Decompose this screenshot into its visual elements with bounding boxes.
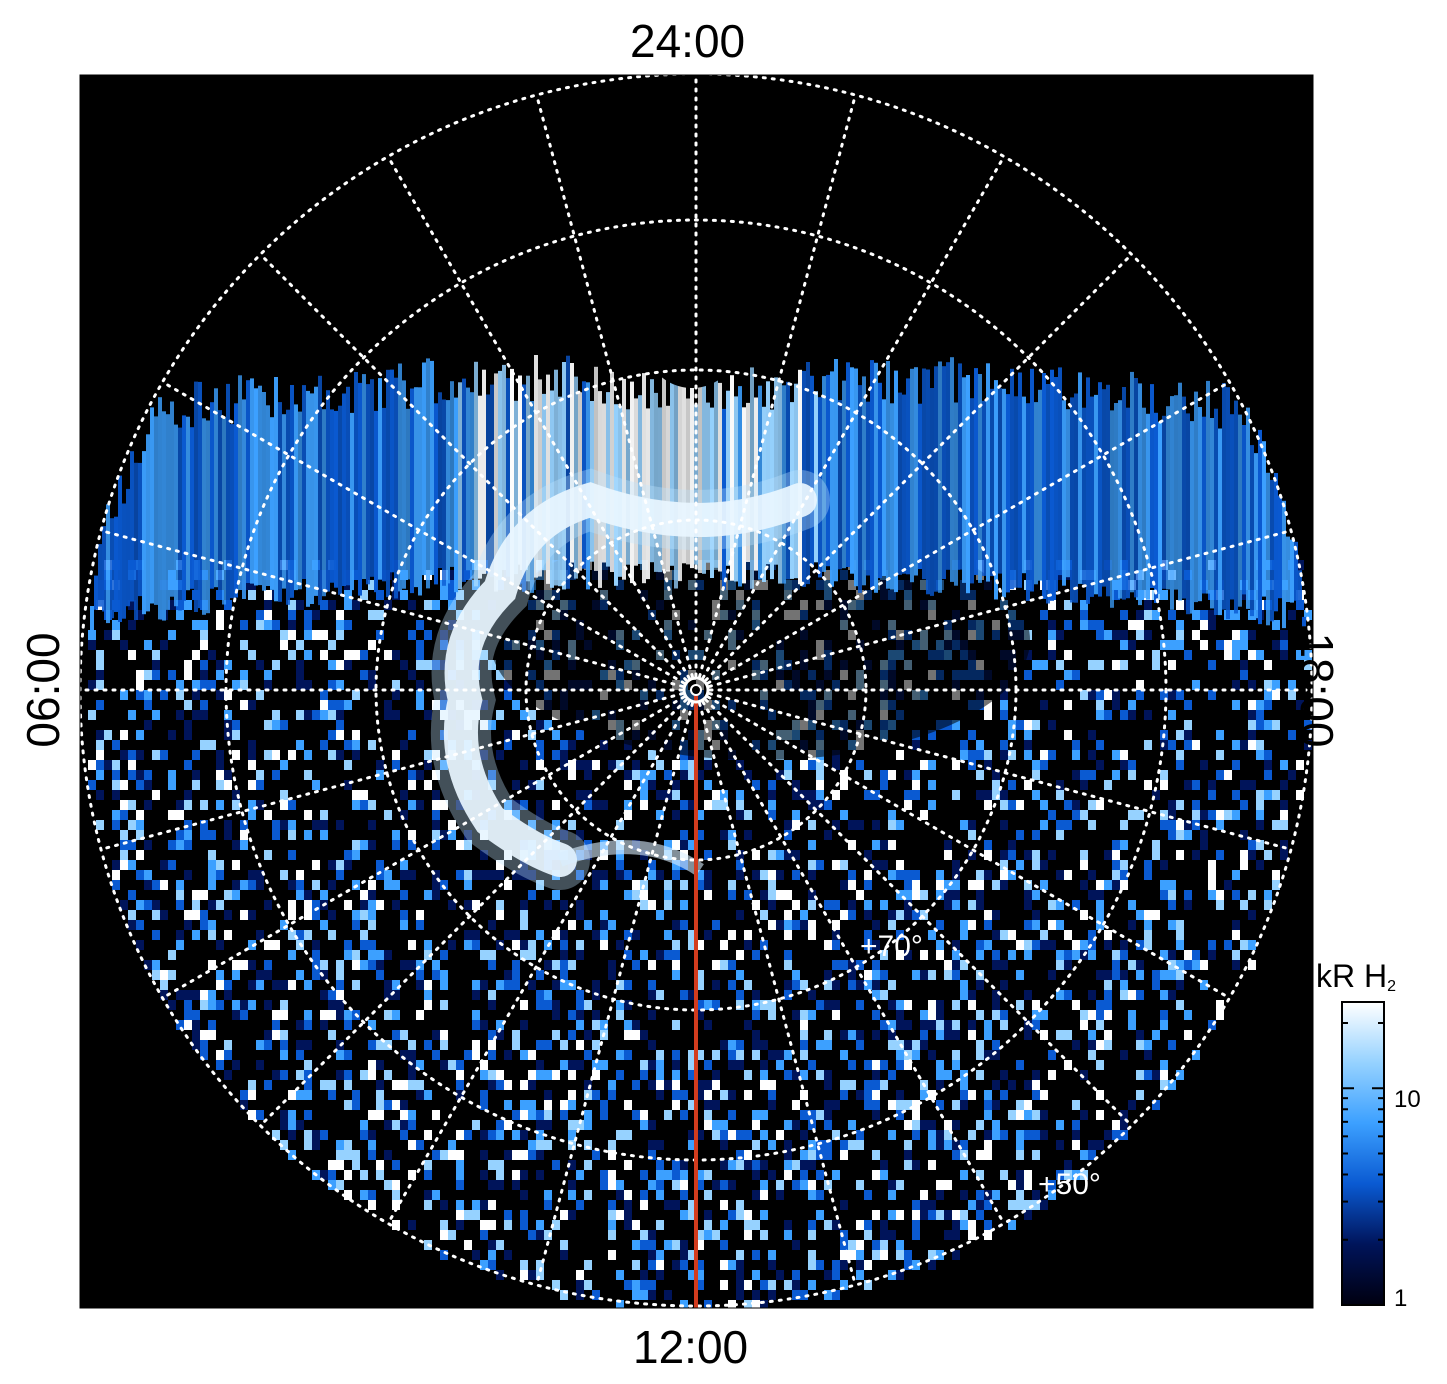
colorbar-title: kR H2 — [1316, 958, 1396, 996]
pole-marker — [682, 676, 710, 704]
latitude-label-inner: +70° — [860, 930, 923, 963]
emission-noise-layer — [88, 520, 1312, 1308]
colorbar — [1341, 1001, 1385, 1306]
colorbar-tick-1: 1 — [1394, 1285, 1408, 1312]
auroral-oval-arc — [430, 468, 830, 890]
occulted-cap — [644, 292, 740, 388]
colorbar-title-main: kR H — [1316, 958, 1388, 994]
local-time-label-dawn: 06:00 — [17, 632, 69, 748]
local-time-label-noon: 12:00 — [633, 1321, 749, 1373]
map-frame — [79, 74, 1314, 1309]
latitude-label-outer: +50° — [1038, 1168, 1101, 1201]
colorbar-title-subscript: 2 — [1387, 978, 1397, 995]
local-time-label-midnight: 24:00 — [630, 15, 746, 67]
local-time-label-dusk: 18:00 — [1291, 632, 1343, 748]
colorbar-tick-10: 10 — [1394, 1086, 1421, 1113]
